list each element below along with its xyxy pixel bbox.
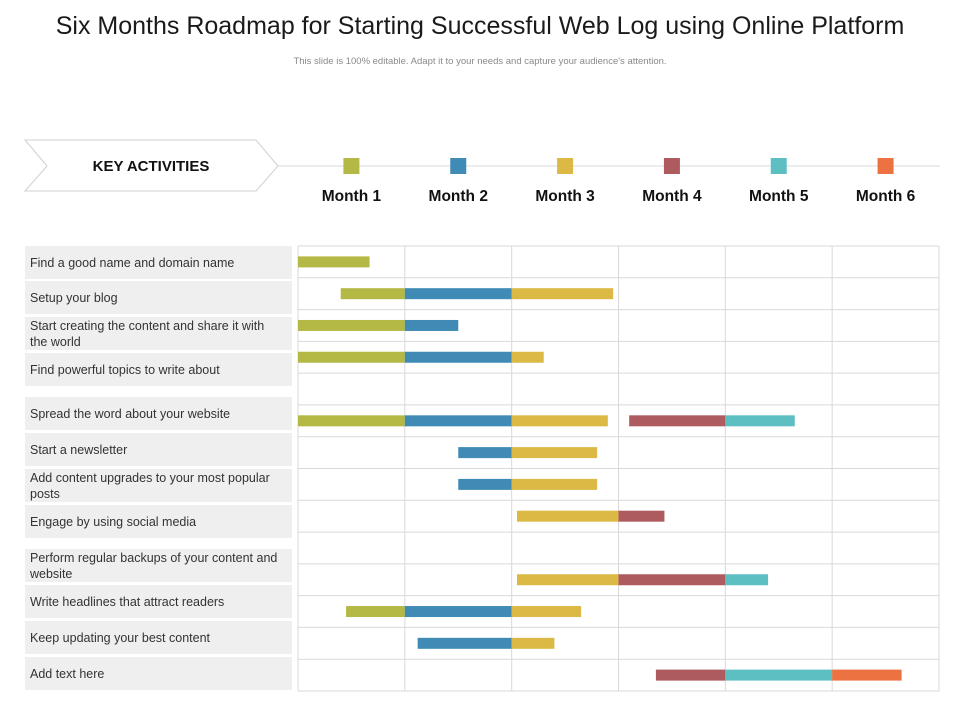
gantt-bar-segment — [417, 637, 512, 649]
gantt-bar-segment — [725, 415, 795, 427]
gantt-bar-segment — [511, 288, 614, 300]
gantt-bar-segment — [458, 447, 512, 459]
gantt-bar-segment — [511, 447, 598, 459]
activity-label: Start a newsletter — [25, 433, 292, 466]
gantt-bars — [298, 256, 902, 681]
month-marker-2 — [450, 158, 467, 174]
month-marker-3 — [557, 158, 574, 174]
gantt-bar-segment — [298, 415, 405, 427]
activity-label: Add text here — [25, 657, 292, 690]
gantt-bar-segment — [346, 606, 405, 618]
gantt-bar-segment — [511, 351, 544, 363]
gantt-bar-segment — [618, 574, 726, 586]
activity-label: Write headlines that attract readers — [25, 585, 292, 618]
gantt-bar-segment — [404, 606, 512, 618]
gantt-bar-segment — [298, 351, 405, 363]
activity-label: Spread the word about your website — [25, 397, 292, 430]
activity-label: Setup your blog — [25, 281, 292, 314]
gantt-bar-segment — [511, 637, 555, 649]
month-marker-5 — [770, 158, 787, 174]
gantt-bar-segment — [618, 510, 665, 522]
gantt-bar-segment — [404, 319, 459, 331]
gantt-bar-segment — [517, 574, 619, 586]
key-activities-label: KEY ACTIVITIES — [93, 158, 210, 175]
gantt-bar-segment — [404, 415, 512, 427]
activity-label: Find a good name and domain name — [25, 246, 292, 279]
gantt-bar-segment — [832, 669, 902, 681]
gantt-bar-segment — [725, 669, 833, 681]
activity-label: Keep updating your best content — [25, 621, 292, 654]
gantt-bar-segment — [655, 669, 726, 681]
month-label-6: Month 6 — [856, 188, 916, 205]
gantt-bar-segment — [629, 415, 726, 427]
gantt-bar-segment — [511, 415, 608, 427]
gantt-bar-segment — [404, 351, 512, 363]
gantt-bar-segment — [725, 574, 769, 586]
gantt-bar-segment — [298, 319, 405, 331]
activity-label: Engage by using social media — [25, 505, 292, 538]
month-marker-4 — [663, 158, 680, 174]
page-title: Six Months Roadmap for Starting Successf… — [55, 12, 905, 40]
month-label-2: Month 2 — [429, 188, 488, 205]
month-marker-6 — [877, 158, 894, 174]
gantt-bar-segment — [511, 606, 582, 618]
gantt-bar-segment — [517, 510, 619, 522]
gantt-bar-segment — [404, 288, 512, 300]
chart-grid — [297, 245, 940, 692]
activity-label: Add content upgrades to your most popula… — [25, 469, 292, 502]
gantt-bar-segment — [458, 478, 512, 490]
month-label-4: Month 4 — [642, 188, 702, 205]
activity-label: Perform regular backups of your content … — [25, 549, 292, 582]
activity-label: Start creating the content and share it … — [25, 317, 292, 350]
gantt-bar-segment — [298, 256, 370, 268]
month-label-1: Month 1 — [322, 188, 382, 205]
month-label-5: Month 5 — [749, 188, 809, 205]
gantt-bar-segment — [511, 478, 598, 490]
activity-label: Find powerful topics to write about — [25, 353, 292, 386]
month-label-3: Month 3 — [535, 188, 595, 205]
month-marker-1 — [343, 158, 360, 174]
key-activities-arrow — [23, 139, 279, 192]
gantt-bar-segment — [340, 288, 405, 300]
page-subtitle: This slide is 100% editable. Adapt it to… — [293, 56, 667, 67]
month-headers: Month 1 Month 2 Month 3 Month 4 Month 5 Month… — [322, 158, 916, 205]
